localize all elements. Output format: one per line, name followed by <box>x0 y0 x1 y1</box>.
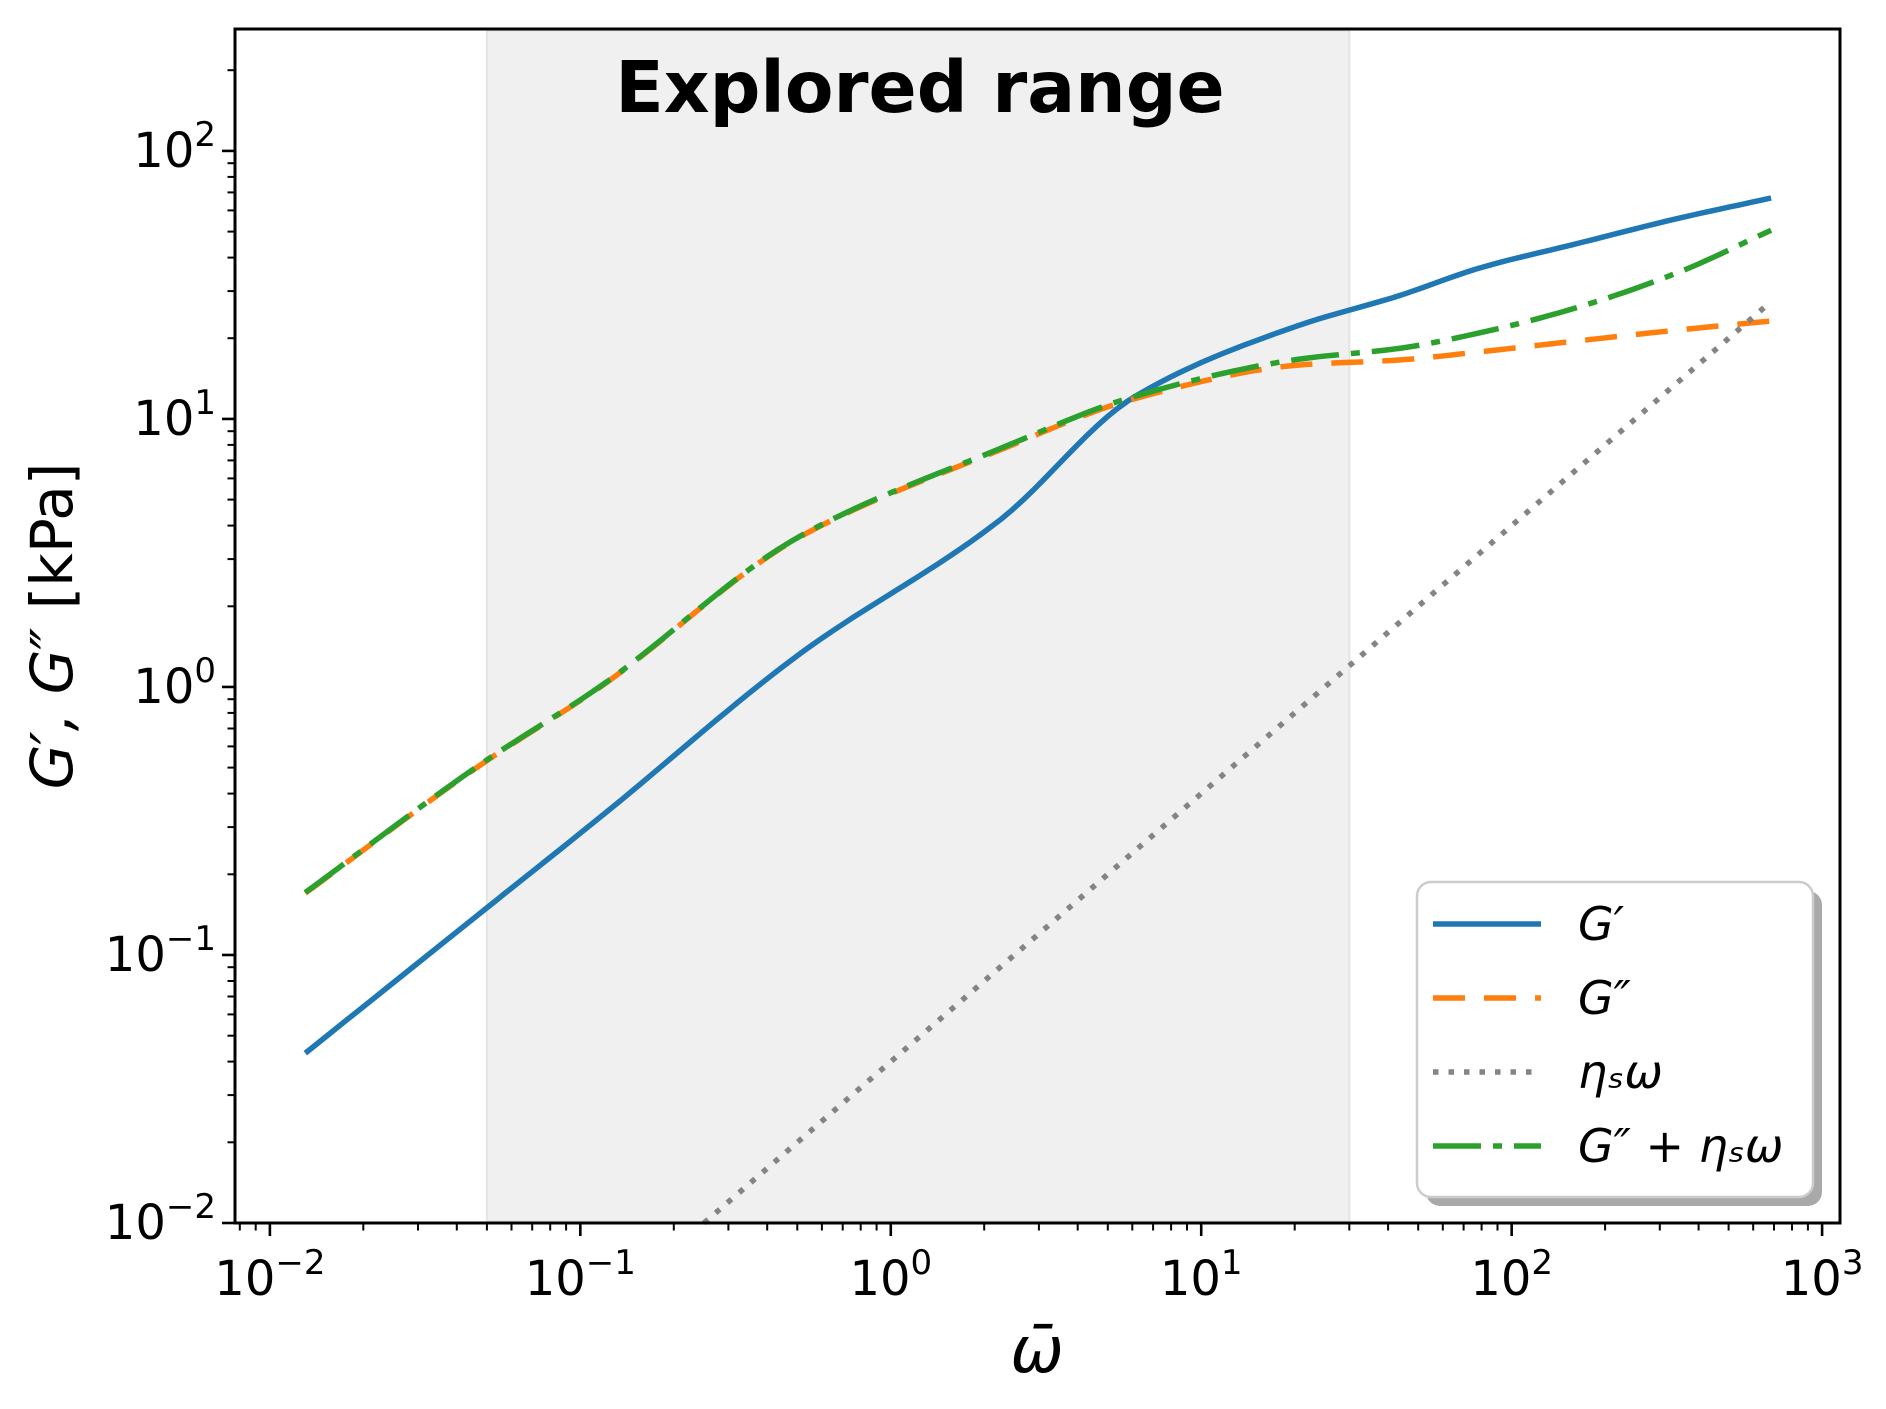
axes-spines <box>233 27 1842 1225</box>
axis-ticks-group: 10−2 10−1 100 101 102 103 10−2 10−1 100 101 102 <box>105 69 1864 1307</box>
y-tick-label: 101 <box>133 383 216 447</box>
legend-label-g-double-prime-plus-eta-omega: G″ + ηₛω <box>1578 1119 1783 1173</box>
x-tick-label: 102 <box>1470 1243 1553 1307</box>
legend: G′ G″ ηₛω G″ + ηₛω <box>1415 880 1822 1206</box>
y-tick-label: 10−2 <box>105 1187 216 1251</box>
curve-eta-s-omega <box>702 299 1773 1226</box>
x-tick-label: 101 <box>1160 1243 1243 1307</box>
y-tick-label: 100 <box>133 651 216 715</box>
curve-g-double-prime <box>303 318 1772 896</box>
legend-label-eta-omega: ηₛω <box>1578 1045 1663 1099</box>
explored-range-band-group <box>485 29 1351 1223</box>
x-tick-label: 100 <box>849 1243 932 1307</box>
x-axis-label: ω̄ <box>1010 1314 1064 1388</box>
x-tick-label: 103 <box>1781 1243 1864 1307</box>
plot-title: Explored range <box>615 46 1224 129</box>
x-tick-label: 10−2 <box>214 1243 325 1307</box>
legend-label-g-prime: G′ <box>1578 897 1625 951</box>
y-tick-label: 102 <box>133 115 216 179</box>
y-axis-label: G′, G″ [kPa] <box>18 463 86 790</box>
legend-box <box>1415 880 1815 1199</box>
explored-range-band <box>485 29 1351 1223</box>
legend-label-g-double-prime: G″ <box>1578 971 1631 1025</box>
x-tick-label: 10−1 <box>525 1243 636 1307</box>
curve-g-prime <box>303 195 1772 1056</box>
y-axis-label-math: G′, G″ <box>18 627 86 789</box>
curves-group <box>303 195 1773 1226</box>
y-axis-label-unit: [kPa] <box>18 463 86 628</box>
curve-g-double-prime-plus-eta-s-omega <box>303 227 1773 895</box>
y-tick-label: 10−1 <box>105 919 216 983</box>
